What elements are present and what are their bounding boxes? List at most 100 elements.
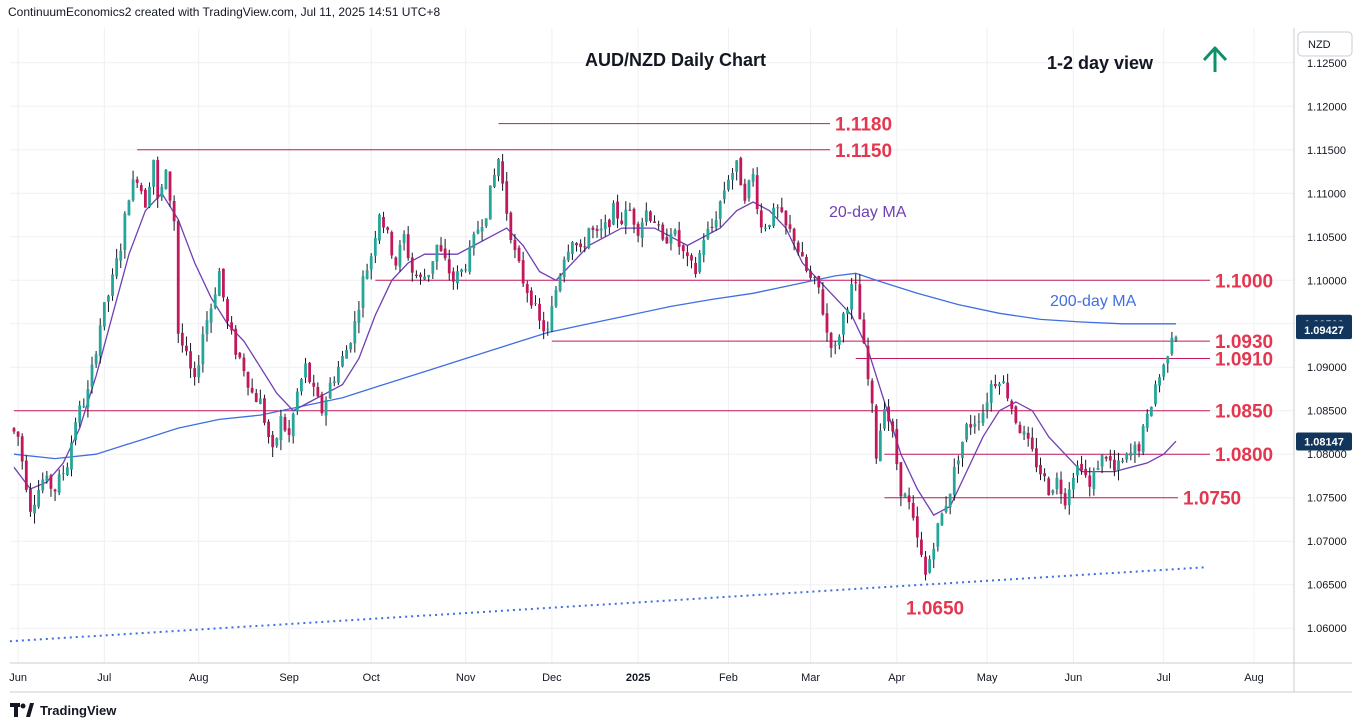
moving-averages bbox=[13, 192, 1177, 516]
level-label: 1.1180 bbox=[835, 115, 892, 136]
candle-body bbox=[952, 466, 956, 495]
candle-body bbox=[624, 209, 628, 226]
candle-body bbox=[764, 227, 767, 229]
candle-body bbox=[1067, 489, 1071, 506]
candle-body bbox=[1129, 452, 1133, 456]
candle-body bbox=[320, 394, 324, 414]
candle-body bbox=[805, 256, 808, 271]
candle-body bbox=[899, 462, 903, 497]
candle-body bbox=[271, 434, 275, 448]
candle-body bbox=[821, 289, 825, 315]
candle-body bbox=[373, 238, 377, 256]
candle-body bbox=[866, 345, 870, 380]
candle-body bbox=[1104, 456, 1108, 459]
candle-body bbox=[846, 309, 849, 315]
candle-body bbox=[148, 186, 151, 208]
candle-body bbox=[1096, 468, 1100, 470]
x-tick-label: 2025 bbox=[626, 672, 650, 684]
level-label: 1.0750 bbox=[1183, 489, 1241, 510]
candle-body bbox=[813, 277, 817, 279]
candle-body bbox=[628, 209, 632, 211]
tradingview-logo[interactable]: TradingView bbox=[10, 701, 116, 719]
candle-body bbox=[336, 366, 340, 383]
candle-body bbox=[172, 201, 176, 222]
candle-body bbox=[874, 405, 878, 459]
candle-body bbox=[657, 224, 661, 226]
ma20-label: 20-day MA bbox=[829, 204, 907, 221]
candle-body bbox=[534, 303, 537, 305]
candle-body bbox=[493, 174, 496, 187]
candle-body bbox=[189, 351, 192, 369]
candle-body bbox=[583, 246, 587, 248]
candle-body bbox=[887, 406, 890, 422]
candle-body bbox=[1030, 437, 1034, 450]
candle-body bbox=[529, 290, 533, 306]
candle-body bbox=[230, 322, 234, 331]
candle-body bbox=[78, 405, 82, 423]
candle-body bbox=[217, 271, 221, 296]
candle-body bbox=[361, 276, 365, 308]
candle-body bbox=[579, 243, 583, 248]
ma200-label: 200-day MA bbox=[1050, 293, 1137, 310]
candle-body bbox=[542, 320, 546, 332]
candle-body bbox=[1014, 406, 1018, 423]
candle-body bbox=[562, 259, 566, 278]
x-tick-label: Jun bbox=[9, 672, 27, 684]
candle-body bbox=[394, 257, 398, 266]
x-tick-label: Mar bbox=[801, 672, 820, 684]
y-tick-label: 1.06500 bbox=[1307, 580, 1347, 592]
candle-body bbox=[1145, 413, 1149, 428]
candle-body bbox=[423, 276, 426, 280]
candle-body bbox=[102, 302, 106, 327]
candle-body bbox=[558, 275, 562, 291]
ma20-line bbox=[13, 192, 1177, 516]
chart-attribution: ContinuumEconomics2 created with Trading… bbox=[8, 5, 441, 19]
currency-box bbox=[1297, 31, 1353, 57]
candle-body bbox=[1043, 473, 1047, 477]
candle-body bbox=[283, 417, 287, 431]
candle-body bbox=[45, 475, 49, 482]
candle-body bbox=[632, 208, 636, 225]
candle-body bbox=[1133, 444, 1137, 456]
candle-body bbox=[472, 234, 476, 249]
candle-body bbox=[41, 479, 45, 491]
level-label: 1.1000 bbox=[1215, 271, 1273, 292]
candle-body bbox=[1108, 456, 1112, 461]
candle-body bbox=[755, 175, 759, 210]
candle-body bbox=[414, 274, 418, 276]
candle-body bbox=[386, 227, 390, 230]
candle-body bbox=[308, 362, 312, 383]
candle-body bbox=[488, 185, 492, 220]
candle-body bbox=[768, 224, 771, 228]
candle-body bbox=[940, 513, 944, 526]
y-tick-label: 1.10000 bbox=[1307, 275, 1347, 287]
y-tick-label: 1.08500 bbox=[1307, 406, 1347, 418]
x-tick-label: Jul bbox=[1157, 672, 1171, 684]
y-tick-label: 1.09000 bbox=[1307, 362, 1347, 374]
up-arrow-head bbox=[1202, 46, 1228, 62]
x-tick-label: Nov bbox=[456, 672, 476, 684]
candle-body bbox=[788, 224, 792, 229]
candle-body bbox=[222, 268, 225, 298]
candle-body bbox=[382, 216, 385, 228]
candle-body bbox=[739, 157, 743, 186]
candle-body bbox=[460, 269, 463, 273]
candle-body bbox=[464, 269, 468, 271]
candle-body bbox=[759, 210, 763, 228]
candle-body bbox=[193, 368, 197, 377]
candle-body bbox=[250, 387, 254, 393]
candle-body bbox=[1100, 454, 1104, 467]
candle-body bbox=[710, 226, 714, 228]
candle-body bbox=[796, 242, 800, 253]
candle-body bbox=[398, 244, 402, 267]
candle-body bbox=[924, 556, 927, 575]
candle-body bbox=[263, 398, 266, 423]
candle-body bbox=[546, 328, 550, 330]
candle-body bbox=[451, 271, 455, 282]
candle-body bbox=[722, 190, 726, 200]
candle-body bbox=[1047, 478, 1051, 496]
candle-body bbox=[74, 422, 77, 441]
candle-body bbox=[341, 356, 344, 367]
x-tick-label: Aug bbox=[189, 672, 209, 684]
